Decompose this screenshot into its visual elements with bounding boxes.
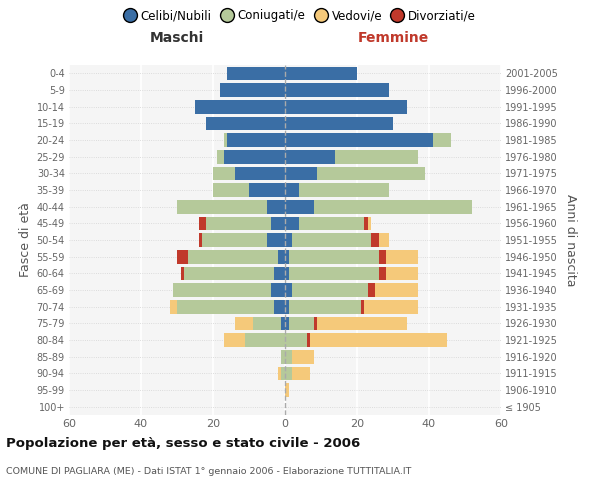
Bar: [285, 133, 433, 147]
Bar: [281, 366, 285, 380]
Text: Femmine: Femmine: [358, 31, 428, 45]
Bar: [285, 300, 289, 314]
Bar: [285, 200, 314, 213]
Bar: [314, 200, 472, 213]
Bar: [289, 316, 314, 330]
Bar: [173, 283, 271, 297]
Bar: [224, 333, 245, 347]
Y-axis label: Fasce di età: Fasce di età: [19, 202, 32, 278]
Bar: [249, 183, 285, 197]
Bar: [285, 266, 289, 280]
Bar: [195, 100, 285, 114]
Bar: [235, 166, 285, 180]
Bar: [307, 333, 310, 347]
Bar: [379, 250, 418, 264]
Bar: [278, 250, 285, 264]
Bar: [285, 216, 299, 230]
Bar: [307, 333, 447, 347]
Bar: [285, 150, 335, 164]
Bar: [170, 300, 177, 314]
Bar: [368, 283, 375, 297]
Bar: [285, 166, 317, 180]
Bar: [253, 316, 281, 330]
Bar: [364, 216, 368, 230]
Bar: [177, 300, 274, 314]
Bar: [271, 216, 285, 230]
Bar: [285, 100, 407, 114]
Bar: [379, 250, 386, 264]
Bar: [292, 366, 310, 380]
Bar: [281, 350, 285, 364]
Bar: [199, 216, 206, 230]
Bar: [289, 300, 361, 314]
Bar: [335, 150, 418, 164]
Bar: [289, 250, 379, 264]
Bar: [188, 250, 278, 264]
Bar: [271, 283, 285, 297]
Bar: [177, 200, 267, 213]
Bar: [361, 300, 364, 314]
Bar: [274, 300, 285, 314]
Bar: [292, 350, 314, 364]
Bar: [285, 366, 292, 380]
Bar: [281, 316, 285, 330]
Bar: [213, 183, 249, 197]
Bar: [245, 333, 285, 347]
Bar: [227, 133, 285, 147]
Bar: [220, 83, 285, 97]
Bar: [314, 316, 317, 330]
Bar: [314, 316, 407, 330]
Bar: [292, 283, 368, 297]
Bar: [299, 216, 364, 230]
Bar: [317, 166, 425, 180]
Bar: [224, 150, 285, 164]
Bar: [206, 216, 271, 230]
Bar: [285, 116, 393, 130]
Bar: [285, 333, 307, 347]
Bar: [199, 233, 202, 247]
Bar: [285, 233, 292, 247]
Bar: [235, 316, 253, 330]
Bar: [292, 233, 371, 247]
Bar: [285, 316, 289, 330]
Bar: [184, 266, 274, 280]
Bar: [177, 250, 188, 264]
Bar: [267, 200, 285, 213]
Bar: [289, 266, 379, 280]
Bar: [181, 266, 184, 280]
Bar: [206, 116, 285, 130]
Bar: [285, 350, 292, 364]
Bar: [285, 283, 292, 297]
Bar: [274, 266, 285, 280]
Text: COMUNE DI PAGLIARA (ME) - Dati ISTAT 1° gennaio 2006 - Elaborazione TUTTITALIA.I: COMUNE DI PAGLIARA (ME) - Dati ISTAT 1° …: [6, 468, 412, 476]
Bar: [299, 183, 389, 197]
Bar: [433, 133, 451, 147]
Bar: [202, 233, 267, 247]
Bar: [217, 150, 224, 164]
Bar: [267, 233, 285, 247]
Legend: Celibi/Nubili, Coniugati/e, Vedovi/e, Divorziati/e: Celibi/Nubili, Coniugati/e, Vedovi/e, Di…: [121, 6, 479, 26]
Bar: [371, 233, 389, 247]
Bar: [285, 183, 299, 197]
Bar: [368, 283, 418, 297]
Bar: [379, 266, 386, 280]
Bar: [364, 216, 371, 230]
Bar: [285, 83, 389, 97]
Y-axis label: Anni di nascita: Anni di nascita: [563, 194, 577, 286]
Bar: [224, 133, 227, 147]
Bar: [361, 300, 418, 314]
Bar: [213, 166, 235, 180]
Bar: [285, 383, 289, 397]
Bar: [227, 66, 285, 80]
Bar: [285, 66, 357, 80]
Text: Maschi: Maschi: [150, 31, 204, 45]
Bar: [379, 266, 418, 280]
Bar: [278, 366, 281, 380]
Bar: [285, 250, 289, 264]
Text: Popolazione per età, sesso e stato civile - 2006: Popolazione per età, sesso e stato civil…: [6, 438, 360, 450]
Bar: [371, 233, 379, 247]
